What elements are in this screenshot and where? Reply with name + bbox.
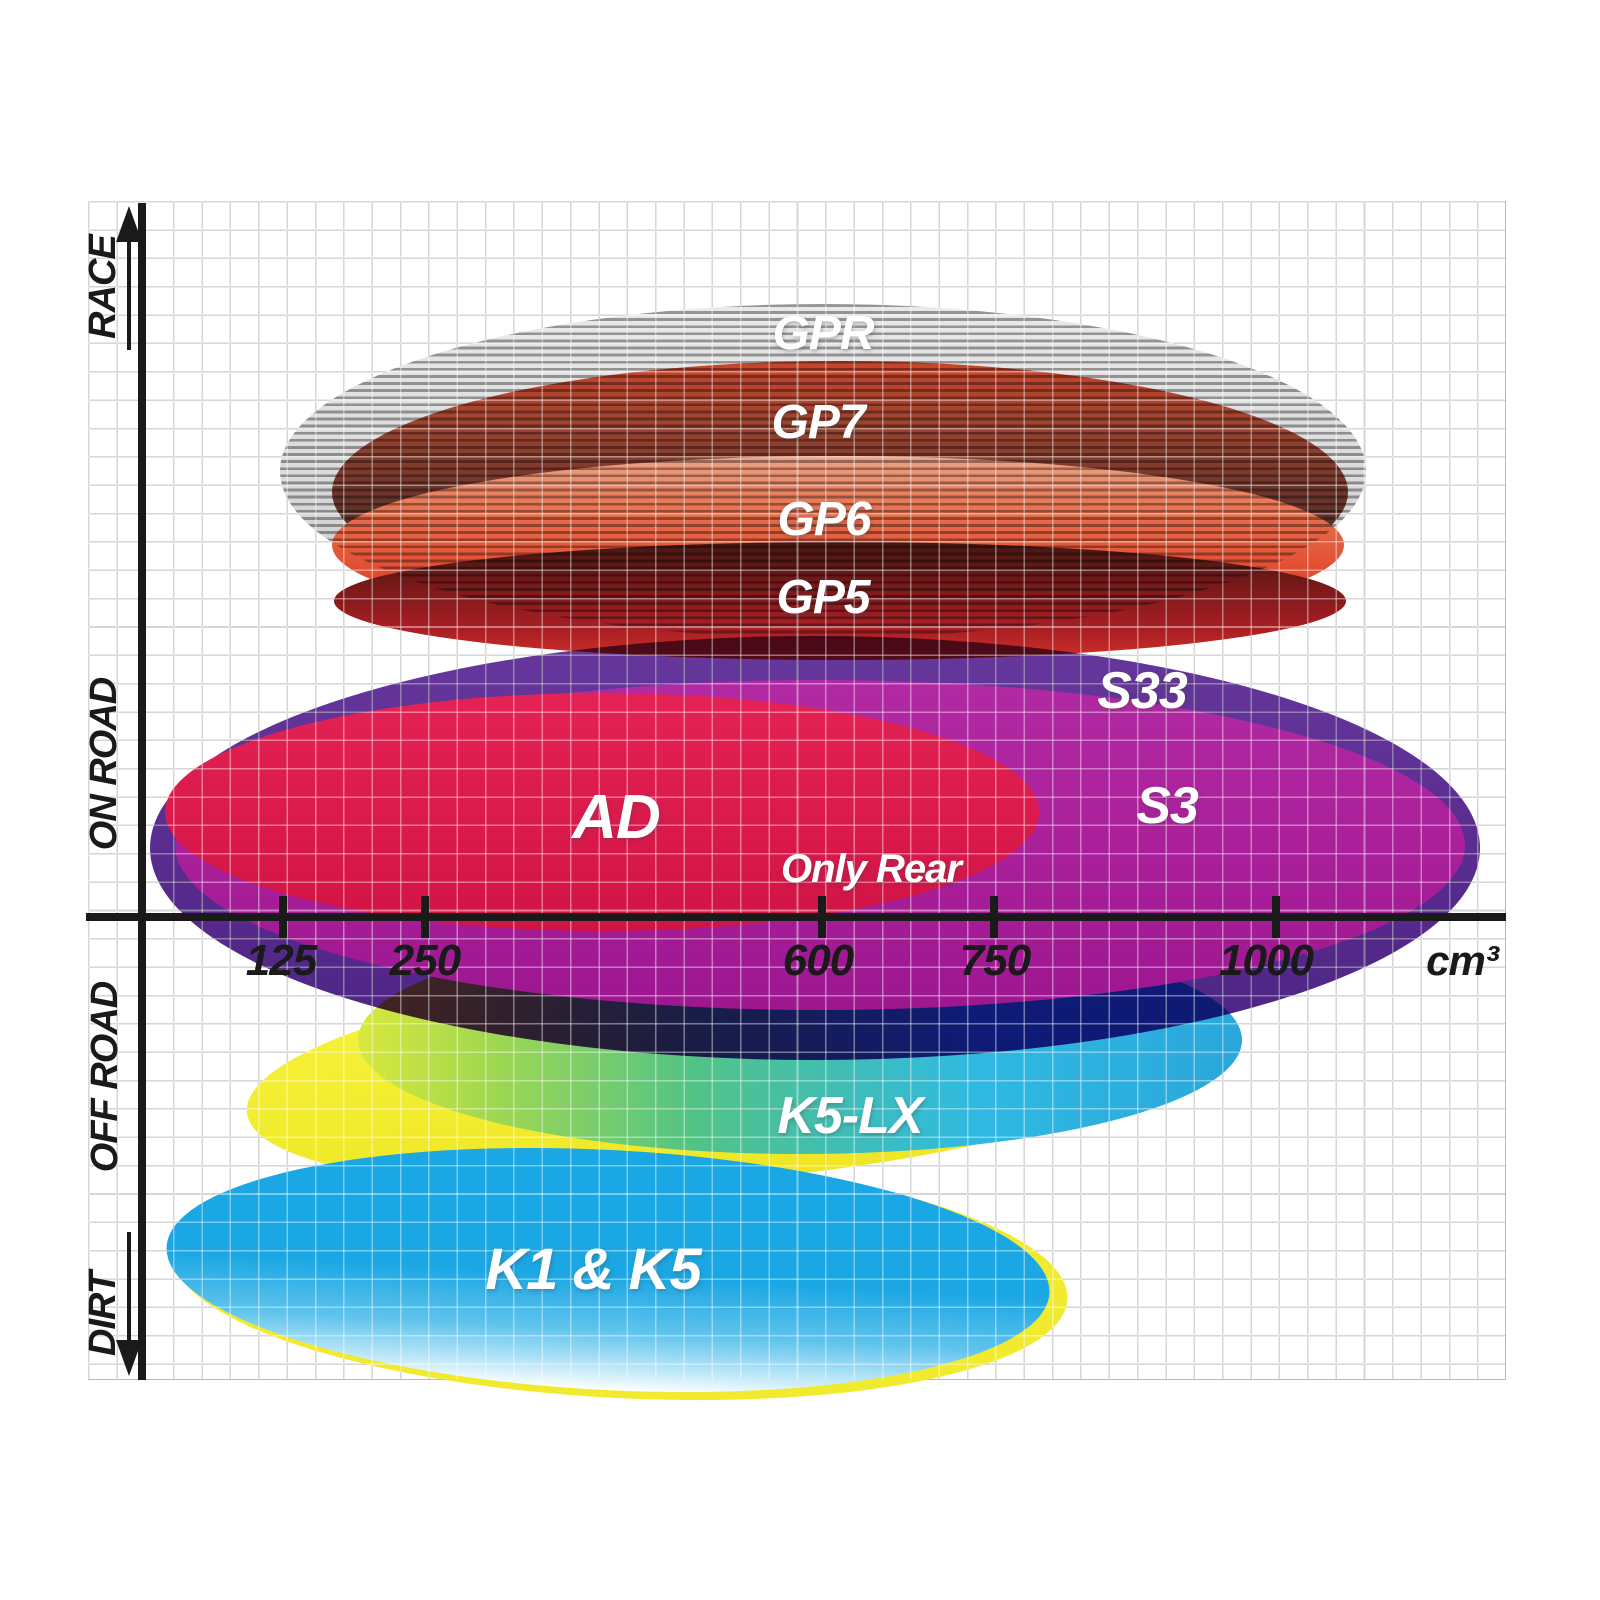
label-k1k5: K1 & K5 <box>485 1237 701 1302</box>
zone-label-race: RACE <box>82 235 124 339</box>
dirt-arrow-line <box>127 1232 131 1342</box>
race-arrow-line <box>127 240 131 350</box>
dirt-arrow-down-icon <box>116 1340 142 1376</box>
x-tick-label-1000: 1000 <box>1219 936 1314 985</box>
zone-label-on-road: ON ROAD <box>83 677 125 851</box>
ellipse-ad <box>165 693 1039 931</box>
label-s33: S33 <box>1097 662 1188 720</box>
x-tick-label-600: 600 <box>782 936 854 985</box>
x-tick-label-750: 750 <box>959 936 1031 985</box>
zone-label-off-road: OFF ROAD <box>84 981 126 1173</box>
x-tick-250 <box>421 896 429 938</box>
gpr-hatch-overlay <box>280 304 1366 638</box>
x-axis-unit-label: cm³ <box>1426 937 1499 984</box>
x-tick-label-250: 250 <box>389 936 461 985</box>
label-gpr: GPR <box>772 307 874 360</box>
zone-label-dirt: DIRT <box>82 1272 124 1356</box>
x-tick-125 <box>279 896 287 938</box>
x-tick-label-125: 125 <box>245 936 317 985</box>
label-ad: AD <box>572 783 661 852</box>
x-tick-600 <box>818 896 826 938</box>
label-gp7: GP7 <box>771 396 865 449</box>
label-s3: S3 <box>1136 777 1199 835</box>
label-k5lx: K5-LX <box>777 1087 923 1145</box>
label-only-rear: Only Rear <box>781 847 962 891</box>
race-arrow-up-icon <box>116 206 142 242</box>
x-axis-line <box>86 913 1506 921</box>
label-gp6: GP6 <box>777 493 871 546</box>
x-tick-750 <box>990 896 998 938</box>
y-axis-line <box>138 203 146 1380</box>
x-tick-1000 <box>1272 896 1280 938</box>
label-gp5: GP5 <box>776 571 870 624</box>
